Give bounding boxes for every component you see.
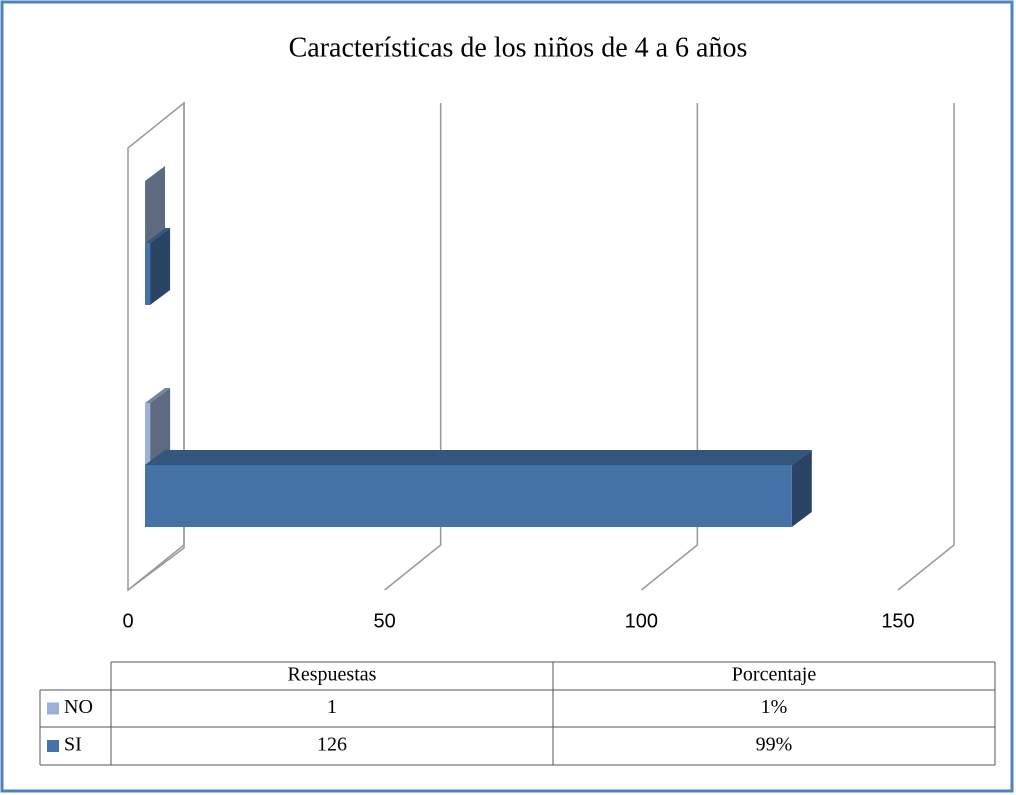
x-tick-label: 150 (881, 610, 914, 632)
chart-title: Características de los niños de 4 a 6 añ… (289, 32, 748, 63)
x-tick-label: 50 (374, 610, 396, 632)
bar (145, 166, 166, 243)
side-wall (127, 101, 185, 592)
x-tick-label: 100 (625, 610, 658, 632)
table-cell: 1 (327, 696, 337, 718)
bar-side (150, 228, 171, 305)
bar-top (145, 228, 171, 243)
grid-line (384, 103, 442, 591)
bar-side (145, 166, 166, 243)
legend-label: SI (64, 734, 82, 756)
bar-top (145, 450, 812, 465)
bar-front (145, 403, 151, 465)
table-header: Respuestas (288, 664, 377, 686)
grid-line (640, 103, 699, 591)
bar (145, 228, 171, 305)
bar (145, 450, 812, 527)
table-header: Porcentaje (732, 664, 817, 686)
table-cell: 99% (756, 734, 793, 756)
bar-side (791, 450, 812, 527)
legend-swatch (47, 740, 59, 752)
bar-top (145, 388, 171, 403)
bar (145, 388, 171, 465)
table-cell: 126 (317, 734, 347, 756)
plot (127, 101, 185, 592)
bar-front (145, 243, 151, 305)
grid-line (127, 103, 185, 591)
bar-front (145, 465, 792, 527)
legend-swatch (47, 702, 59, 715)
table-cell: 1% (761, 696, 788, 718)
bar-side (150, 388, 171, 465)
grid-line (897, 103, 955, 591)
legend-label: NO (64, 696, 93, 718)
x-tick-label: 0 (122, 610, 133, 632)
bar-top (145, 166, 166, 181)
